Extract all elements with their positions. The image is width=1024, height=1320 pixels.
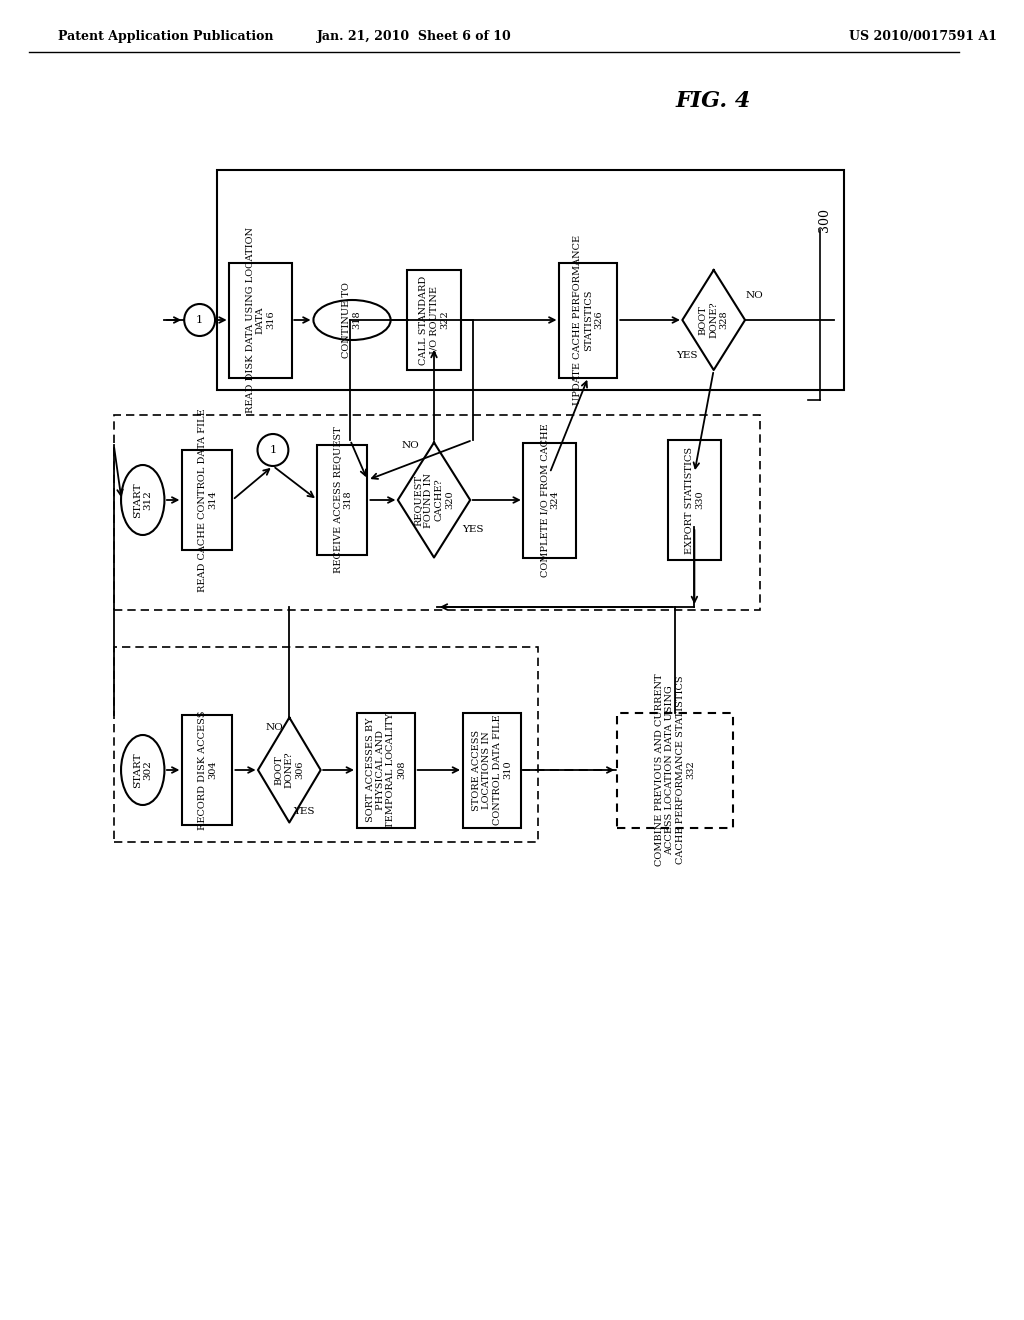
Polygon shape xyxy=(258,718,321,822)
Text: NO: NO xyxy=(401,441,419,450)
Ellipse shape xyxy=(121,465,165,535)
Bar xyxy=(229,263,292,378)
Text: BOOT
DONE?
306: BOOT DONE? 306 xyxy=(274,751,304,788)
Text: SORT ACCESSES BY
PHYSICAL AND
TEMPORAL LOCALITY
308: SORT ACCESSES BY PHYSICAL AND TEMPORAL L… xyxy=(366,713,406,828)
Text: START
302: START 302 xyxy=(133,752,153,788)
Text: CONTINUE TO
318: CONTINUE TO 318 xyxy=(342,282,361,358)
Bar xyxy=(408,271,461,370)
Text: REQUEST
FOUND IN
CACHE?
320: REQUEST FOUND IN CACHE? 320 xyxy=(414,473,454,528)
Text: START
312: START 312 xyxy=(133,482,153,517)
Bar xyxy=(317,445,368,554)
Bar xyxy=(617,713,733,828)
Text: Jan. 21, 2010  Sheet 6 of 10: Jan. 21, 2010 Sheet 6 of 10 xyxy=(317,30,512,44)
Bar xyxy=(523,442,577,557)
Polygon shape xyxy=(682,271,745,370)
Text: 1: 1 xyxy=(196,315,203,325)
Circle shape xyxy=(184,304,215,337)
Text: RECORD DISK ACCESS
304: RECORD DISK ACCESS 304 xyxy=(198,710,217,830)
Text: US 2010/0017591 A1: US 2010/0017591 A1 xyxy=(849,30,996,44)
Text: STORE ACCESS
LOCATIONS IN
CONTROL DATA FILE
310: STORE ACCESS LOCATIONS IN CONTROL DATA F… xyxy=(472,714,512,825)
Bar xyxy=(559,263,617,378)
Text: COMBINE PREVIOUS AND CURRENT
ACCESS LOCATION DATA USING
CACHE PERFORMANCE STATIS: COMBINE PREVIOUS AND CURRENT ACCESS LOCA… xyxy=(655,673,695,866)
Text: NO: NO xyxy=(745,290,763,300)
Text: FIG. 4: FIG. 4 xyxy=(675,90,751,112)
Ellipse shape xyxy=(121,735,165,805)
Text: UPDATE CACHE PERFORMANCE
STATISTICS
326: UPDATE CACHE PERFORMANCE STATISTICS 326 xyxy=(573,235,603,405)
Text: READ DISK DATA USING LOCATION
DATA
316: READ DISK DATA USING LOCATION DATA 316 xyxy=(246,227,275,413)
Text: YES: YES xyxy=(676,351,697,359)
Polygon shape xyxy=(398,442,470,557)
Text: COMPLETE I/O FROM CACHE
324: COMPLETE I/O FROM CACHE 324 xyxy=(540,424,559,577)
Text: CALL STANDARD
I/O ROUTINE
322: CALL STANDARD I/O ROUTINE 322 xyxy=(419,276,449,364)
Text: RECEIVE ACCESS REQUEST
318: RECEIVE ACCESS REQUEST 318 xyxy=(333,426,352,573)
Bar xyxy=(668,440,721,560)
Bar xyxy=(182,715,232,825)
Bar xyxy=(463,713,521,828)
Text: EXPORT STATISTICS
330: EXPORT STATISTICS 330 xyxy=(685,446,705,553)
Text: NO: NO xyxy=(266,723,284,733)
Text: YES: YES xyxy=(462,525,483,535)
Text: 1: 1 xyxy=(269,445,276,455)
Ellipse shape xyxy=(313,300,390,341)
Circle shape xyxy=(257,434,289,466)
Bar xyxy=(356,713,415,828)
Text: BOOT
DONE?
328: BOOT DONE? 328 xyxy=(698,302,729,338)
Text: YES: YES xyxy=(293,808,314,817)
Text: Patent Application Publication: Patent Application Publication xyxy=(58,30,273,44)
Text: 300: 300 xyxy=(818,209,831,232)
Text: READ CACHE CONTROL DATA FILE
314: READ CACHE CONTROL DATA FILE 314 xyxy=(198,408,217,591)
Bar xyxy=(182,450,232,550)
